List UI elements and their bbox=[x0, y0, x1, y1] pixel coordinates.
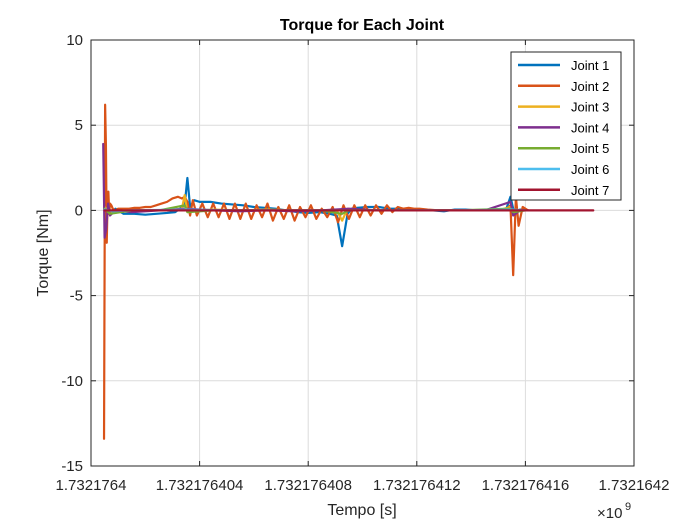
legend-label-joint-7: Joint 7 bbox=[571, 183, 609, 198]
y-axis-label: Torque [Nm] bbox=[35, 209, 52, 296]
legend-label-joint-3: Joint 3 bbox=[571, 100, 609, 115]
x-tick-label: 1.732176416 bbox=[482, 477, 570, 494]
y-tick-label: -5 bbox=[70, 288, 83, 305]
x-axis-label: Tempo [s] bbox=[327, 502, 396, 519]
legend-label-joint-5: Joint 5 bbox=[571, 141, 609, 156]
y-tick-label: -15 bbox=[61, 458, 83, 475]
legend-label-joint-4: Joint 4 bbox=[571, 120, 609, 135]
legend-label-joint-2: Joint 2 bbox=[571, 79, 609, 94]
x-tick-label: 1.732176408 bbox=[264, 477, 352, 494]
series-line-joint-2 bbox=[102, 103, 530, 440]
x-tick-label: 1.7321764 bbox=[56, 477, 127, 494]
legend: Joint 1 Joint 2 Joint 3 Joint 4 Joint 5 Joint… bbox=[510, 51, 622, 201]
x-tick-label: 1.732176404 bbox=[156, 477, 244, 494]
chart-title: Torque for Each Joint bbox=[280, 17, 445, 34]
y-tick-label: -10 bbox=[61, 373, 83, 390]
x-tick-label: 1.732176412 bbox=[373, 477, 461, 494]
y-tick-label: 5 bbox=[75, 117, 83, 134]
series-layer bbox=[102, 103, 595, 440]
legend-label-joint-6: Joint 6 bbox=[571, 162, 609, 177]
tick-marks bbox=[90, 39, 635, 467]
x-exponent-power: 9 bbox=[625, 501, 631, 513]
tick-labels: 1.7321764 1.732176404 1.732176408 1.7321764… bbox=[56, 32, 670, 494]
y-tick-label: 10 bbox=[66, 32, 83, 49]
x-exponent: ×10 9 bbox=[597, 501, 631, 522]
y-tick-label: 0 bbox=[75, 202, 83, 219]
legend-label-joint-1: Joint 1 bbox=[571, 58, 609, 73]
legend-box bbox=[510, 51, 622, 201]
axes-box bbox=[90, 39, 635, 467]
x-exponent-base: ×10 bbox=[597, 505, 622, 522]
x-tick-label: 1.7321642 bbox=[599, 477, 670, 494]
